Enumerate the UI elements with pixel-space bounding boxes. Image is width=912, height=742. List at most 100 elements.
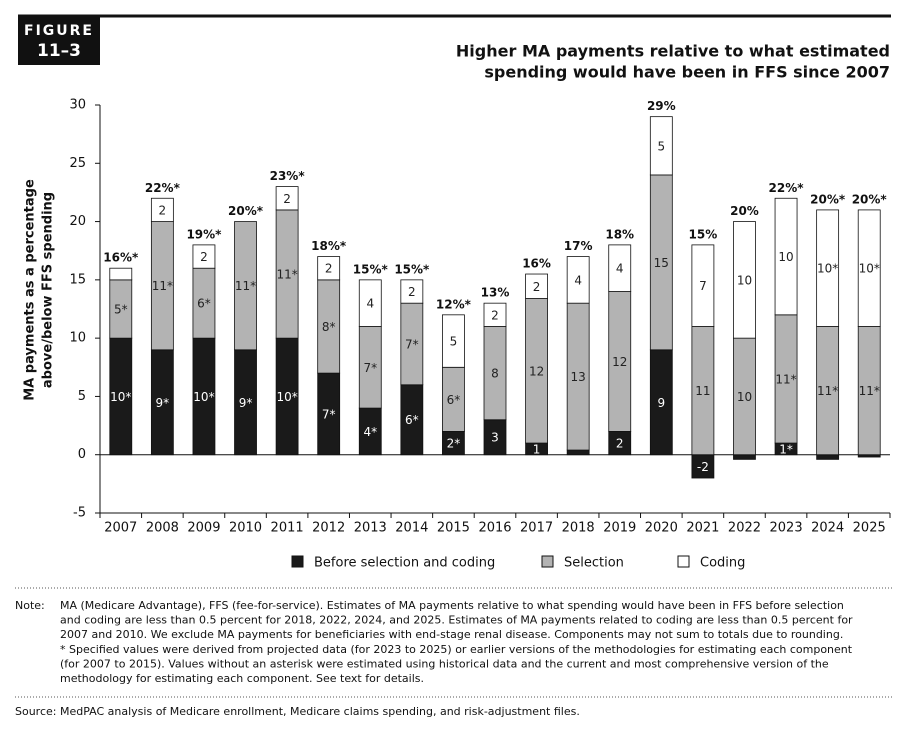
legend-label: Selection bbox=[564, 556, 624, 571]
note-line: methodology for estimating each componen… bbox=[60, 672, 424, 685]
x-tick-label: 2013 bbox=[354, 521, 387, 536]
x-tick-label: 2015 bbox=[437, 521, 470, 536]
value-label: 13 bbox=[571, 370, 586, 384]
legend-swatch bbox=[291, 555, 304, 568]
bar-segment bbox=[192, 244, 216, 269]
chart-title: spending would have been in FFS since 20… bbox=[484, 63, 890, 82]
note-line: and coding are less than 0.5 percent for… bbox=[60, 614, 853, 627]
bar-segment bbox=[275, 186, 299, 211]
legend-label: Coding bbox=[700, 556, 745, 571]
y-tick-label: 25 bbox=[69, 156, 86, 171]
total-label: 20% bbox=[730, 204, 759, 218]
value-label: 7* bbox=[322, 407, 336, 421]
bar-segment bbox=[150, 197, 174, 222]
value-label: 12 bbox=[529, 364, 544, 378]
value-label: 2 bbox=[408, 285, 416, 299]
x-tick-label: 2012 bbox=[312, 521, 345, 536]
value-label: 10* bbox=[859, 262, 880, 276]
x-tick-label: 2008 bbox=[146, 521, 179, 536]
total-label: 13% bbox=[481, 286, 510, 300]
legend-swatch bbox=[677, 555, 690, 568]
value-label: 5 bbox=[657, 139, 665, 153]
bar-segment bbox=[566, 449, 590, 456]
value-label: 7* bbox=[405, 337, 419, 351]
legend-label: Before selection and coding bbox=[314, 556, 495, 571]
value-label: 11* bbox=[152, 279, 173, 293]
value-label: 10* bbox=[110, 390, 131, 404]
value-label: 2 bbox=[283, 192, 291, 206]
bar-segment bbox=[234, 221, 257, 351]
x-tick-label: 2019 bbox=[603, 521, 636, 536]
bar-segment bbox=[358, 279, 382, 327]
x-tick-label: 2007 bbox=[104, 521, 137, 536]
total-label: 15% bbox=[689, 227, 718, 241]
value-label: 8* bbox=[322, 320, 336, 334]
y-tick-label: 10 bbox=[69, 331, 86, 346]
y-tick-label: 20 bbox=[69, 214, 86, 229]
value-label: 4* bbox=[363, 425, 377, 439]
bar-segment bbox=[816, 209, 840, 327]
value-label: 11* bbox=[859, 384, 880, 398]
total-label: 20%* bbox=[810, 192, 846, 206]
total-label: 18%* bbox=[311, 239, 347, 253]
value-label: 6* bbox=[197, 297, 211, 311]
x-tick-label: 2020 bbox=[645, 521, 678, 536]
value-label: 8 bbox=[491, 367, 499, 381]
note-label: Note: bbox=[15, 599, 45, 612]
figure-number: 11–3 bbox=[37, 41, 81, 61]
total-label: 12%* bbox=[436, 297, 472, 311]
bar-segment bbox=[442, 314, 465, 368]
x-tick-label: 2010 bbox=[229, 521, 262, 536]
value-label: 12 bbox=[612, 355, 627, 369]
x-tick-label: 2018 bbox=[562, 521, 595, 536]
x-tick-label: 2025 bbox=[853, 521, 886, 536]
value-label: 1* bbox=[779, 442, 793, 456]
total-label: 20%* bbox=[228, 204, 264, 218]
value-label: 9 bbox=[657, 396, 665, 410]
value-label: 2 bbox=[200, 250, 208, 264]
x-tick-label: 2011 bbox=[271, 521, 304, 536]
value-label: 2 bbox=[491, 308, 499, 322]
value-label: 10* bbox=[276, 390, 297, 404]
y-tick-label: -5 bbox=[73, 506, 86, 521]
value-label: 10 bbox=[737, 273, 752, 287]
bar-segment bbox=[857, 209, 881, 327]
value-label: 10 bbox=[778, 250, 793, 264]
bar-segment bbox=[733, 221, 756, 339]
value-label: 11* bbox=[817, 384, 838, 398]
y-axis-title: above/below FFS spending bbox=[41, 192, 56, 388]
value-label: 15 bbox=[654, 256, 669, 270]
y-tick-label: 30 bbox=[69, 98, 86, 113]
note-line: 2007 and 2010. We exclude MA payments fo… bbox=[60, 628, 843, 641]
bar-segment bbox=[525, 273, 548, 299]
note-line: * Specified values were derived from pro… bbox=[60, 643, 853, 656]
source: Source: MedPAC analysis of Medicare enro… bbox=[15, 705, 580, 718]
value-label: 11* bbox=[276, 268, 297, 282]
total-label: 18% bbox=[605, 227, 634, 241]
total-label: 29% bbox=[647, 99, 676, 113]
value-label: 4 bbox=[574, 273, 582, 287]
value-label: 2* bbox=[447, 437, 461, 451]
y-tick-label: 5 bbox=[78, 389, 86, 404]
value-label: 4 bbox=[616, 262, 624, 276]
figure-label: FIGURE bbox=[24, 23, 94, 39]
bar-segment bbox=[649, 116, 673, 176]
value-label: -2 bbox=[697, 460, 709, 474]
total-label: 16% bbox=[522, 257, 551, 271]
bar-segment bbox=[317, 256, 341, 281]
total-label: 16%* bbox=[103, 251, 139, 265]
bar-segment bbox=[774, 197, 798, 316]
x-tick-label: 2022 bbox=[728, 521, 761, 536]
legend-swatch bbox=[541, 555, 554, 568]
total-label: 17% bbox=[564, 239, 593, 253]
bar-segment bbox=[691, 244, 715, 327]
total-label: 15%* bbox=[394, 262, 430, 276]
value-label: 7* bbox=[363, 361, 377, 375]
y-axis-title: MA payments as a percentage bbox=[23, 179, 38, 401]
note-line: (for 2007 to 2015). Values without an as… bbox=[60, 657, 829, 670]
bar-segment bbox=[733, 454, 756, 460]
y-tick-label: 0 bbox=[78, 447, 86, 462]
x-tick-label: 2023 bbox=[770, 521, 803, 536]
note-line: MA (Medicare Advantage), FFS (fee-for-se… bbox=[60, 599, 844, 612]
